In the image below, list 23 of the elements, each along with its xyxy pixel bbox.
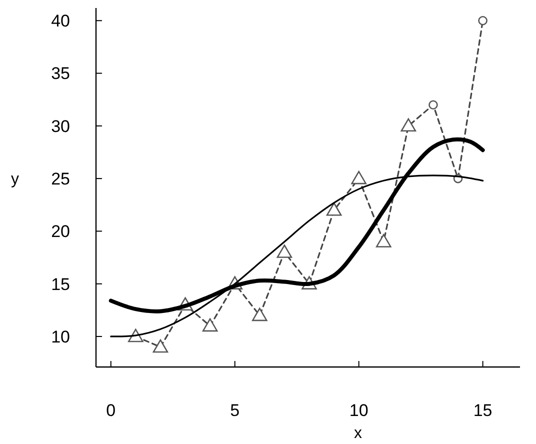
x-axis-title: x (354, 425, 362, 442)
x-tick-label: 15 (473, 401, 492, 420)
x-tick-label: 0 (106, 401, 116, 420)
point (326, 202, 342, 216)
y-tick-label: 35 (51, 64, 70, 84)
y-tick-label: 10 (51, 327, 70, 346)
point (202, 318, 218, 332)
point (152, 339, 168, 353)
x-tick-label: 5 (230, 401, 240, 420)
y-tick-label: 15 (51, 274, 70, 294)
point (428, 100, 438, 110)
point (351, 170, 366, 184)
point (252, 308, 268, 322)
point (376, 234, 392, 248)
point (276, 244, 292, 258)
y-tick-label: 20 (51, 222, 70, 242)
point (478, 16, 488, 26)
x-tick-label: 10 (349, 401, 368, 420)
y-tick-label: 25 (51, 170, 70, 188)
point (400, 118, 416, 132)
y-tick-label: 30 (51, 116, 70, 136)
y-tick-label: 40 (51, 12, 70, 31)
y-axis-title: y (11, 171, 19, 188)
